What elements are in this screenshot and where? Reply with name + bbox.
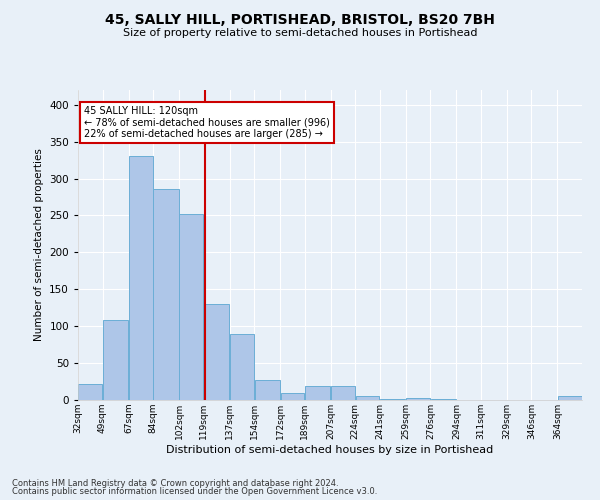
Bar	[103, 320, 128, 400]
Bar	[558, 396, 581, 400]
Bar	[406, 398, 430, 400]
Bar	[305, 386, 331, 400]
Text: Size of property relative to semi-detached houses in Portishead: Size of property relative to semi-detach…	[123, 28, 477, 38]
Bar	[154, 189, 179, 400]
Bar	[281, 392, 304, 400]
Bar	[129, 156, 153, 400]
X-axis label: Distribution of semi-detached houses by size in Portishead: Distribution of semi-detached houses by …	[166, 444, 494, 454]
Bar	[254, 380, 280, 400]
Bar	[331, 386, 355, 400]
Text: Contains HM Land Registry data © Crown copyright and database right 2024.: Contains HM Land Registry data © Crown c…	[12, 478, 338, 488]
Text: 45 SALLY HILL: 120sqm
← 78% of semi-detached houses are smaller (996)
22% of sem: 45 SALLY HILL: 120sqm ← 78% of semi-deta…	[84, 106, 329, 140]
Bar	[230, 334, 254, 400]
Bar	[204, 304, 229, 400]
Text: 45, SALLY HILL, PORTISHEAD, BRISTOL, BS20 7BH: 45, SALLY HILL, PORTISHEAD, BRISTOL, BS2…	[105, 12, 495, 26]
Y-axis label: Number of semi-detached properties: Number of semi-detached properties	[34, 148, 44, 342]
Bar	[356, 396, 379, 400]
Bar	[79, 384, 102, 400]
Bar	[179, 214, 203, 400]
Text: Contains public sector information licensed under the Open Government Licence v3: Contains public sector information licen…	[12, 487, 377, 496]
